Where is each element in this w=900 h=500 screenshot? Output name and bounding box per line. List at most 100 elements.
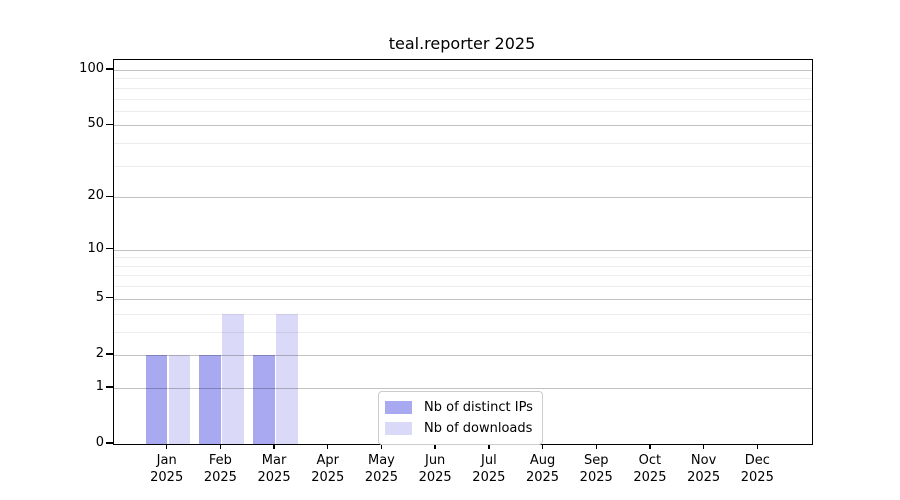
x-tick-month: Nov <box>690 453 717 468</box>
x-tick-mark <box>165 444 168 449</box>
x-tick-year: 2025 <box>525 469 560 485</box>
x-tick-label: Aug 2025 <box>511 453 575 486</box>
bar-feb-ips <box>199 354 221 444</box>
x-tick-year: 2025 <box>364 469 398 485</box>
x-tick-year: 2025 <box>203 469 237 485</box>
gridline-minor <box>114 331 812 333</box>
y-tick-label: 20 <box>87 188 104 204</box>
bars-layer <box>114 60 812 444</box>
x-tick-year: 2025 <box>687 469 721 485</box>
y-tick-mark <box>106 386 114 388</box>
gridline-minor <box>114 143 812 145</box>
gridline-major <box>114 125 812 127</box>
y-tick-mark <box>106 247 114 250</box>
x-tick-month: Jan <box>156 453 177 468</box>
x-tick-label: Jul 2025 <box>457 453 521 486</box>
y-tick-label: 100 <box>79 61 104 76</box>
gridline-major <box>114 249 812 251</box>
gridline-major <box>114 197 812 199</box>
chart-title: teal.reporter 2025 <box>388 34 536 53</box>
x-tick-month: Jul <box>481 453 497 468</box>
x-tick-year: 2025 <box>633 469 667 485</box>
gridline-minor <box>114 78 812 80</box>
legend-label-downloads: Nb of downloads <box>424 421 533 436</box>
y-tick-mark <box>106 68 114 70</box>
gridline-major <box>114 298 812 300</box>
x-tick-mark <box>649 444 651 449</box>
bar-jan-ips <box>145 354 168 444</box>
x-tick-mark <box>702 444 705 449</box>
x-tick-year: 2025 <box>150 469 184 485</box>
x-tick-label: Oct 2025 <box>618 453 682 486</box>
y-tick-mark <box>106 297 114 299</box>
gridline-minor <box>114 87 812 89</box>
x-tick-mark <box>219 444 222 449</box>
x-tick-year: 2025 <box>311 469 345 485</box>
y-tick-label: 5 <box>95 289 104 305</box>
y-tick-label: 2 <box>95 345 104 361</box>
x-tick-month: Feb <box>208 453 232 468</box>
legend: Nb of distinct IPs Nb of downloads <box>378 391 543 445</box>
y-tick-mark <box>106 123 114 126</box>
x-tick-mark <box>541 444 544 449</box>
x-tick-month: Aug <box>529 453 556 468</box>
x-tick-mark <box>327 444 329 449</box>
gridline-minor <box>114 98 812 100</box>
gridline-major <box>114 70 812 71</box>
gridline-minor <box>114 257 812 259</box>
y-tick-label: 50 <box>87 116 104 132</box>
x-tick-mark <box>380 444 383 449</box>
gridline-minor <box>114 275 812 277</box>
x-tick-month: Apr <box>316 453 340 468</box>
x-tick-label: Sep 2025 <box>564 453 628 486</box>
x-tick-month: Mar <box>261 453 287 468</box>
bar-jan-downloads <box>168 354 191 444</box>
x-tick-label: Feb 2025 <box>188 453 252 486</box>
x-tick-month: Dec <box>744 453 770 468</box>
x-tick-label: Apr 2025 <box>296 453 360 486</box>
y-tick-mark <box>106 442 114 444</box>
x-tick-label: Mar 2025 <box>242 453 306 486</box>
plot-area: Nb of distinct IPs Nb of downloads <box>113 59 813 445</box>
x-tick-month: Jun <box>424 453 446 468</box>
x-tick-month: May <box>368 453 395 468</box>
y-tick-label: 1 <box>95 378 104 394</box>
gridline-minor <box>114 313 812 315</box>
x-tick-mark <box>595 444 597 449</box>
x-tick-mark <box>273 444 275 449</box>
y-tick-label: 10 <box>87 240 104 256</box>
gridlines-layer <box>114 60 812 444</box>
bar-mar-downloads <box>276 313 298 444</box>
x-tick-label: Dec 2025 <box>725 453 789 486</box>
x-tick-label: Nov 2025 <box>672 453 736 486</box>
x-tick-mark <box>488 444 490 449</box>
y-tick-label: 0 <box>95 435 104 450</box>
legend-label-distinct-ips: Nb of distinct IPs <box>424 400 533 415</box>
gridline-minor <box>114 286 812 288</box>
gridline-major <box>114 354 812 356</box>
y-tick-mark <box>106 353 114 355</box>
x-tick-year: 2025 <box>257 469 291 485</box>
x-tick-month: Sep <box>583 453 609 468</box>
bar-feb-downloads <box>222 313 244 444</box>
x-tick-mark <box>434 444 436 449</box>
x-tick-year: 2025 <box>740 469 774 485</box>
gridline-minor <box>114 110 812 112</box>
x-tick-label: May 2025 <box>349 453 413 486</box>
y-tick-mark <box>106 195 114 197</box>
bar-mar-ips <box>253 354 275 444</box>
legend-item-downloads: Nb of downloads <box>385 418 533 439</box>
gridline-minor <box>114 165 812 167</box>
x-tick-year: 2025 <box>472 469 506 485</box>
legend-swatch-distinct-ips <box>385 401 412 414</box>
x-tick-year: 2025 <box>418 469 452 485</box>
legend-swatch-downloads <box>385 422 412 435</box>
x-tick-mark <box>756 444 758 449</box>
gridline-major <box>114 387 812 389</box>
legend-item-distinct-ips: Nb of distinct IPs <box>385 397 533 418</box>
gridline-minor <box>114 265 812 267</box>
x-tick-year: 2025 <box>579 469 613 485</box>
x-tick-month: Oct <box>638 453 662 468</box>
x-tick-label: Jan 2025 <box>135 453 199 486</box>
